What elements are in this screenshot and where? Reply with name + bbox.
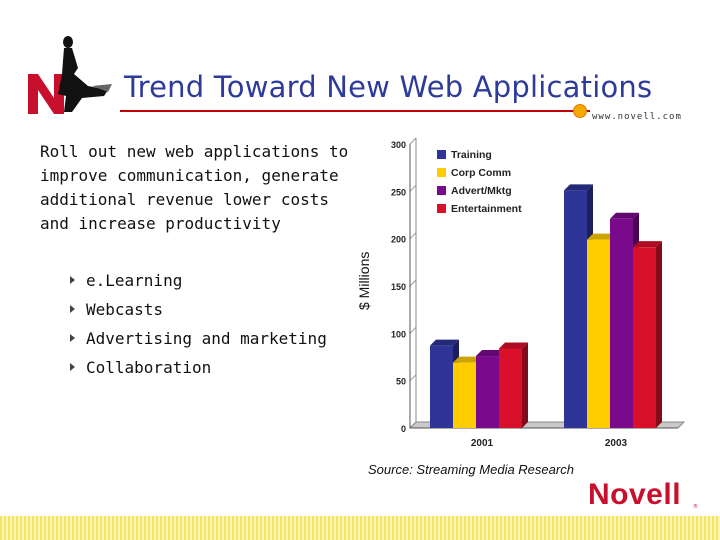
bar-top-advert-mktg-2001 [476, 350, 505, 357]
bar-training-2001 [430, 345, 453, 428]
accent-dot [573, 104, 587, 118]
y-tick-label: 250 [391, 187, 406, 197]
bar-corp-comm-2003 [587, 239, 610, 428]
novell-brand-logo: Novell [588, 478, 682, 511]
bar-corp-comm-2001 [453, 362, 476, 428]
y-tick-label: 200 [391, 235, 406, 245]
bar-top-entertainment-2001 [499, 342, 528, 349]
bar-top-advert-mktg-2003 [610, 212, 639, 219]
bullet-item: e.Learning [70, 266, 327, 295]
y-gridline [409, 279, 417, 287]
bullet-item: Advertising and marketing [70, 324, 327, 353]
y-tick-label: 0 [401, 424, 406, 434]
y-gridline [409, 137, 417, 145]
bar-side-entertainment-2003 [656, 241, 662, 428]
x-tick-label: 2003 [605, 438, 628, 449]
bullet-list: e.Learning Webcasts Advertising and mark… [70, 266, 327, 382]
bullet-arrow-icon [70, 334, 75, 342]
legend-entry: Advert/Mktg [451, 185, 512, 197]
title-underline [120, 110, 590, 112]
bar-top-entertainment-2003 [633, 241, 662, 248]
bar-top-corp-comm-2003 [587, 233, 616, 240]
bullet-item: Collaboration [70, 353, 327, 382]
legend-swatch [437, 204, 446, 213]
bullet-arrow-icon [70, 305, 75, 313]
bullet-text: e.Learning [86, 271, 183, 290]
y-gridline [409, 184, 417, 192]
bullet-text: Webcasts [86, 300, 164, 319]
bar-entertainment-2003 [633, 247, 656, 428]
bullet-text: Advertising and marketing [86, 329, 327, 348]
slide-title: Trend Toward New Web Applications [124, 70, 653, 104]
y-tick-label: 50 [396, 377, 406, 387]
y-gridline [409, 326, 417, 334]
y-tick-label: 100 [391, 329, 406, 339]
y-gridline [409, 374, 417, 382]
bullet-arrow-icon [70, 363, 75, 371]
bar-entertainment-2001 [499, 348, 522, 428]
legend-entry: Corp Comm [451, 167, 511, 179]
website-url: www.novell.com [592, 112, 682, 122]
bar-advert-mktg-2001 [476, 356, 499, 428]
bar-side-entertainment-2001 [522, 342, 528, 428]
silhouette-figure-icon [58, 36, 112, 112]
trademark-mark: ® [693, 504, 698, 510]
y-tick-label: 300 [391, 140, 406, 150]
intro-text: Roll out new web applications to improve… [40, 142, 349, 233]
bullet-text: Collaboration [86, 358, 212, 377]
bar-advert-mktg-2003 [610, 218, 633, 428]
bullet-item: Webcasts [70, 295, 327, 324]
bar-training-2003 [564, 190, 587, 428]
novell-n-logo [28, 74, 64, 114]
legend-entry: Training [451, 149, 492, 161]
footer-stripe [0, 516, 720, 540]
source-note: Source: Streaming Media Research [368, 462, 574, 477]
legend-swatch [437, 186, 446, 195]
legend-swatch [437, 168, 446, 177]
bar-top-corp-comm-2001 [453, 356, 482, 363]
x-tick-label: 2001 [471, 438, 494, 449]
bar-top-training-2003 [564, 184, 593, 191]
legend-entry: Entertainment [451, 203, 522, 215]
bar-top-training-2001 [430, 339, 459, 346]
y-gridline [409, 232, 417, 240]
y-tick-label: 150 [391, 282, 406, 292]
bar-chart: 0 50 100 150 200 250 300 2001 2003 Training Corp C… [391, 137, 686, 449]
legend-swatch [437, 150, 446, 159]
bullet-arrow-icon [70, 276, 75, 284]
